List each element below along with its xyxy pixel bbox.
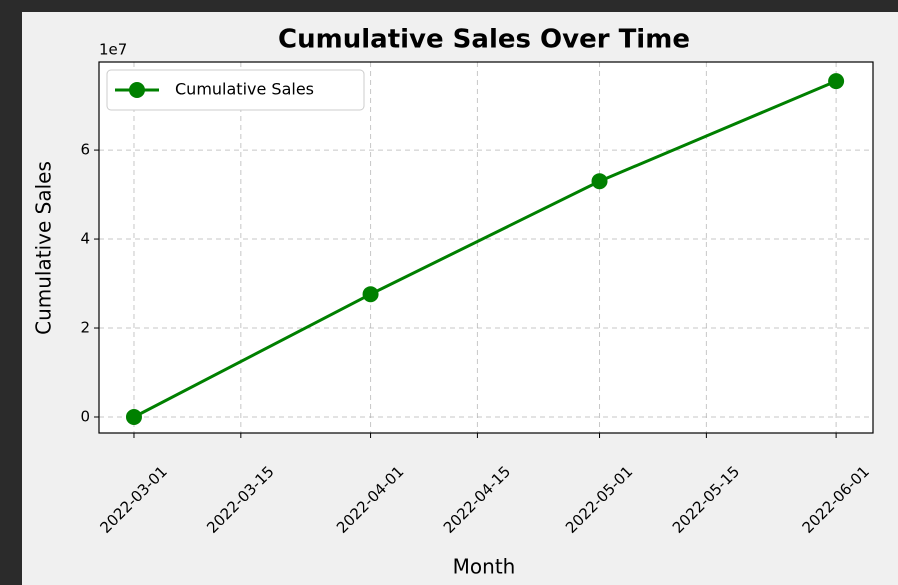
line	[133, 79, 837, 419]
plot-area	[99, 62, 873, 433]
marker	[828, 73, 845, 90]
y-offset-label: 1e7	[99, 41, 127, 59]
y-tick-label: 4	[80, 230, 90, 248]
x-axis-label: Month	[453, 555, 516, 579]
y-tick-label: 0	[80, 407, 90, 425]
plot-frame	[98, 61, 874, 434]
y-tick-label: 2	[80, 319, 90, 337]
y-tick-label: 6	[80, 141, 90, 159]
chart-title: Cumulative Sales Over Time	[278, 25, 690, 55]
grid	[99, 62, 873, 433]
data	[125, 73, 845, 425]
legend-marker	[129, 82, 145, 98]
legend-label: Cumulative Sales	[175, 80, 314, 99]
marker	[125, 408, 142, 425]
y-axis-label: Cumulative Sales	[32, 161, 56, 335]
legend-box	[106, 69, 365, 111]
marker	[591, 173, 608, 190]
marker	[362, 286, 379, 303]
